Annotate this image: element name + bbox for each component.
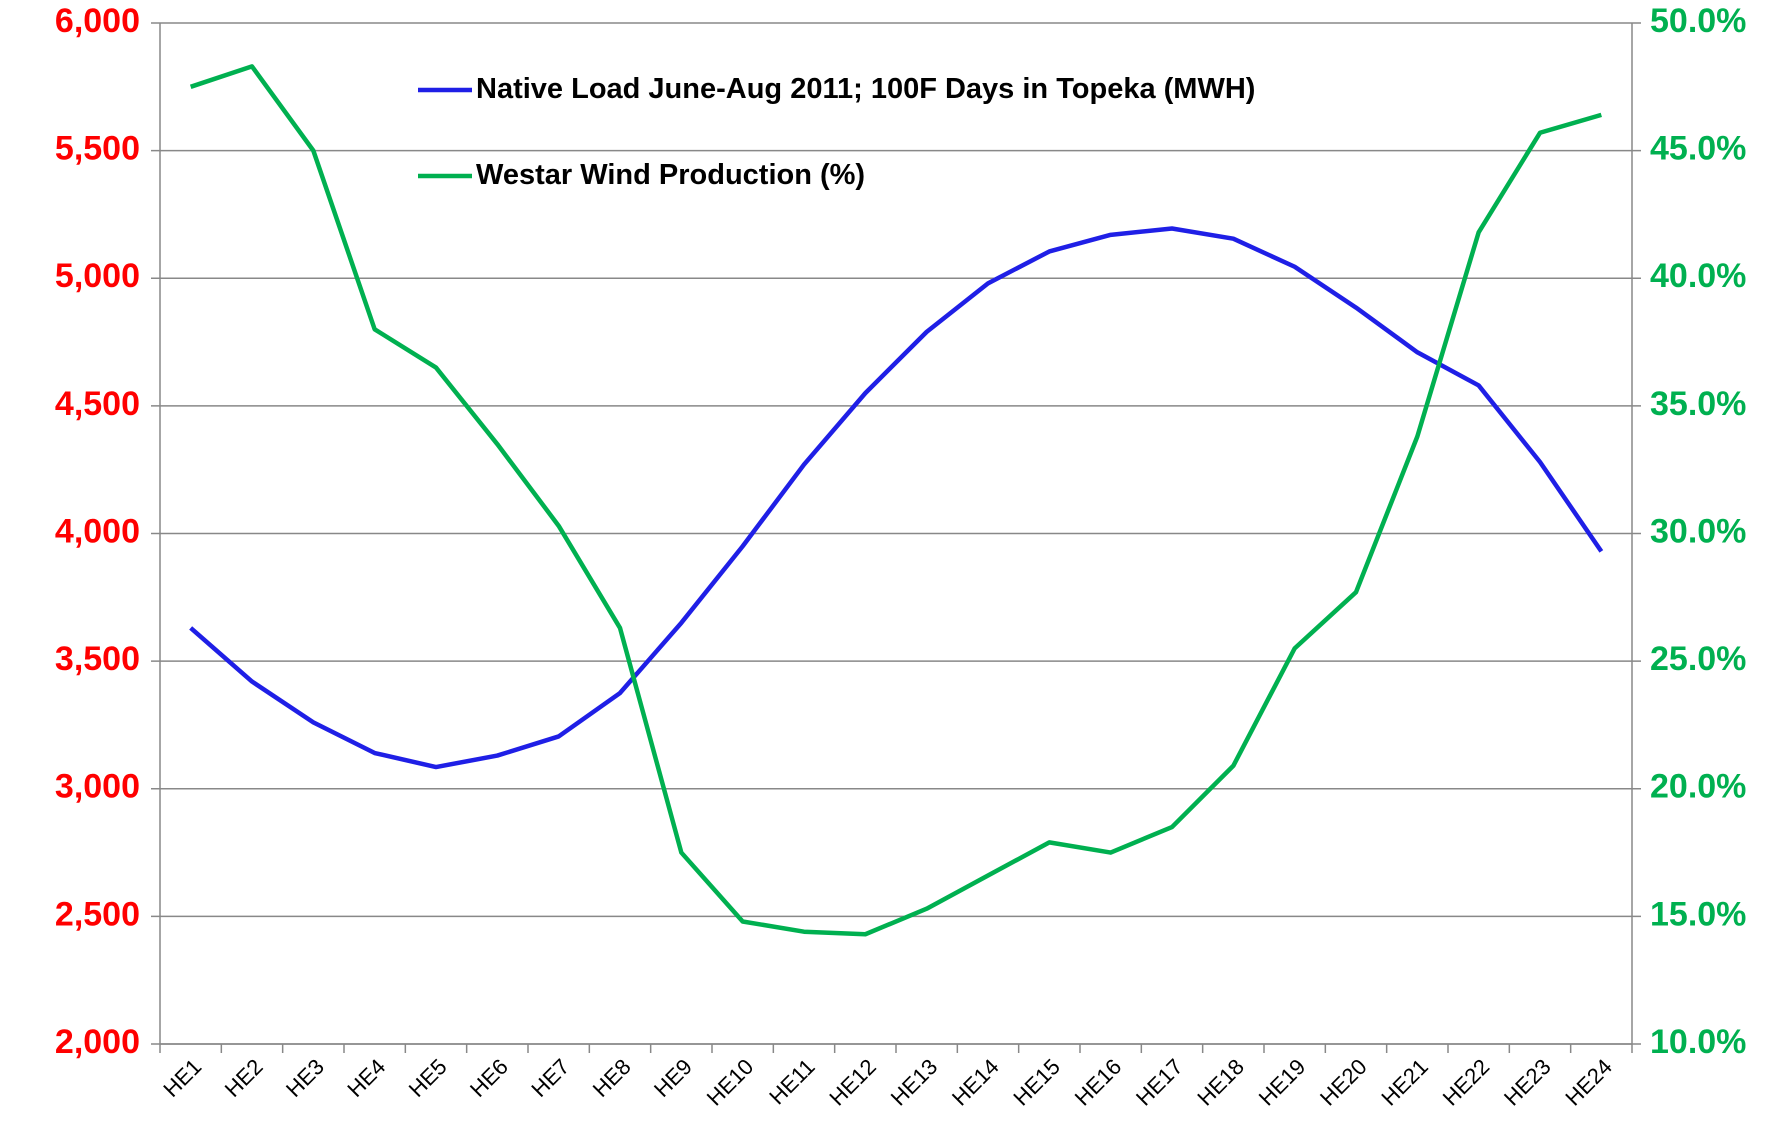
x-tick-label: HE7 (526, 1054, 574, 1102)
y-tick-label: 2,000 (55, 1023, 140, 1061)
x-tick-label: HE18 (1192, 1054, 1249, 1111)
x-tick-label: HE2 (220, 1054, 268, 1102)
legend-entry: Native Load June-Aug 2011; 100F Days in … (476, 73, 1256, 105)
x-tick-label: HE14 (947, 1054, 1004, 1111)
x-tick-label: HE21 (1376, 1054, 1433, 1111)
y2-tick-label: 15.0% (1650, 895, 1746, 933)
x-tick-label: HE15 (1008, 1054, 1065, 1111)
legend-entry: Westar Wind Production (%) (476, 159, 866, 191)
y2-tick-label: 35.0% (1650, 385, 1746, 423)
x-tick-label: HE19 (1254, 1054, 1311, 1111)
y-tick-label: 6,000 (55, 2, 140, 40)
x-tick-label: HE16 (1070, 1054, 1127, 1111)
y2-tick-label: 40.0% (1650, 257, 1746, 295)
series-line (189, 64, 1602, 937)
y2-tick-label: 30.0% (1650, 512, 1746, 550)
y-tick-label: 5,000 (55, 257, 140, 295)
x-tick-label: HE10 (702, 1054, 759, 1111)
x-tick-label: HE22 (1438, 1054, 1495, 1111)
x-tick-label: HE17 (1131, 1054, 1188, 1111)
x-tick-label: HE1 (158, 1054, 206, 1102)
x-tick-label: HE3 (281, 1054, 329, 1102)
y-tick-label: 4,500 (55, 385, 140, 423)
y-tick-label: 4,000 (55, 512, 140, 550)
x-tick-label: HE24 (1560, 1054, 1617, 1111)
series-line (189, 226, 1604, 770)
y-tick-label: 5,500 (55, 130, 140, 168)
x-tick-label: HE6 (465, 1054, 513, 1102)
y-tick-label: 2,500 (55, 895, 140, 933)
y2-tick-label: 10.0% (1650, 1023, 1746, 1061)
legend-label: Westar Wind Production (%) (476, 159, 866, 191)
x-tick-label: HE23 (1499, 1054, 1556, 1111)
y-tick-label: 3,500 (55, 640, 140, 678)
y2-tick-label: 20.0% (1650, 768, 1746, 806)
x-tick-label: HE12 (824, 1054, 881, 1111)
y2-tick-label: 25.0% (1650, 640, 1746, 678)
y-tick-label: 3,000 (55, 768, 140, 806)
x-tick-label: HE20 (1315, 1054, 1372, 1111)
x-tick-label: HE11 (764, 1054, 819, 1109)
legend-label: Native Load June-Aug 2011; 100F Days in … (476, 73, 1256, 105)
x-tick-label: HE8 (588, 1054, 636, 1102)
x-tick-label: HE4 (342, 1054, 390, 1102)
y2-tick-label: 50.0% (1650, 2, 1746, 40)
x-tick-label: HE9 (649, 1054, 697, 1102)
x-tick-label: HE13 (886, 1054, 943, 1111)
x-tick-label: HE5 (404, 1054, 452, 1102)
y2-tick-label: 45.0% (1650, 130, 1746, 168)
